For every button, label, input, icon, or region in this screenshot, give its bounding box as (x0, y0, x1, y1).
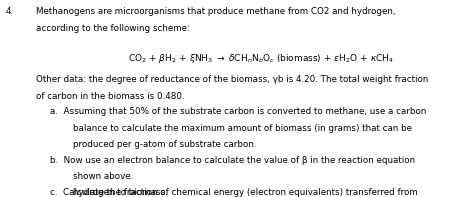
Text: according to the following scheme:: according to the following scheme: (36, 24, 190, 33)
Text: of carbon in the biomass is 0.480.: of carbon in the biomass is 0.480. (36, 92, 184, 101)
Text: shown above.: shown above. (73, 172, 134, 181)
Text: CO$_2$ + $\beta$H$_2$ + $\xi$NH$_3$ $\rightarrow$ $\delta$CH$_n$N$_b$O$_c$ (biom: CO$_2$ + $\beta$H$_2$ + $\xi$NH$_3$ $\ri… (128, 52, 394, 65)
Text: b.  Now use an electron balance to calculate the value of β in the reaction equa: b. Now use an electron balance to calcul… (50, 156, 415, 165)
Text: c.  Calculate the fraction of chemical energy (electron equivalents) transferred: c. Calculate the fraction of chemical en… (50, 188, 418, 197)
Text: Other data: the degree of reductance of the biomass, γb is 4.20. The total weigh: Other data: the degree of reductance of … (36, 75, 428, 84)
Text: balance to calculate the maximum amount of biomass (in grams) that can be: balance to calculate the maximum amount … (73, 124, 412, 133)
Text: produced per g-atom of substrate carbon.: produced per g-atom of substrate carbon. (73, 140, 257, 149)
Text: a.  Assuming that 50% of the substrate carbon is converted to methane, use a car: a. Assuming that 50% of the substrate ca… (50, 107, 426, 116)
Text: hydrogen to biomass.: hydrogen to biomass. (73, 188, 168, 197)
Text: Methanogens are microorganisms that produce methane from CO2 and hydrogen,: Methanogens are microorganisms that prod… (36, 7, 395, 16)
Text: 4.: 4. (6, 7, 14, 16)
